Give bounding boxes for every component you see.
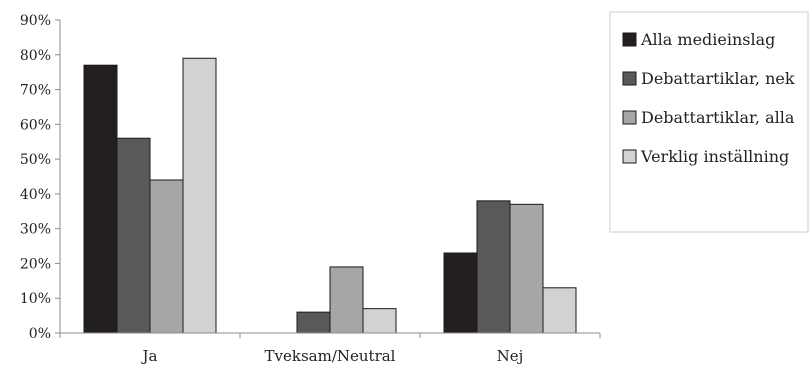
- legend-label: Alla medieinslag: [640, 30, 775, 49]
- bar: [443, 252, 478, 334]
- legend-label: Verklig inställning: [640, 147, 789, 166]
- legend-swatch: [622, 32, 637, 47]
- bar: [296, 311, 331, 334]
- x-category-label: Tveksam/Neutral: [265, 347, 396, 365]
- x-category-label: Nej: [497, 347, 524, 365]
- legend-label: Debattartiklar, nek: [641, 69, 795, 88]
- y-axis: 0% 10% 20% 30% 40% 50% 60% 70% 80% 90%: [20, 13, 61, 342]
- y-tick-label: 70%: [20, 83, 51, 99]
- y-tick-label: 90%: [20, 13, 51, 29]
- y-tick-label: 10%: [20, 291, 51, 307]
- legend-swatch: [622, 149, 637, 164]
- legend-swatch: [622, 110, 637, 125]
- legend-frame: [609, 11, 809, 233]
- bar: [116, 137, 151, 334]
- bar: [329, 266, 364, 334]
- y-tick-label: 80%: [20, 48, 51, 64]
- y-tick-label: 40%: [20, 187, 51, 203]
- bar: [362, 308, 397, 334]
- x-category-label: Ja: [141, 347, 158, 365]
- bar: [509, 203, 544, 334]
- y-tick-label: 30%: [20, 222, 51, 238]
- bar: [83, 64, 118, 334]
- y-tick-label: 60%: [20, 117, 51, 133]
- legend-swatch: [622, 71, 637, 86]
- bar: [149, 179, 184, 334]
- bar: [542, 287, 577, 334]
- x-axis: Ja Tveksam/Neutral Nej: [59, 332, 601, 365]
- bar: [476, 200, 511, 334]
- bars: [83, 57, 577, 334]
- y-tick-label: 50%: [20, 152, 51, 168]
- legend: Alla medieinslag Debattartiklar, nek Debat…: [609, 11, 809, 233]
- y-tick-label: 0%: [29, 326, 51, 342]
- y-tick-label: 20%: [20, 256, 51, 272]
- legend-label: Debattartiklar, alla: [641, 108, 795, 127]
- bar: [182, 57, 217, 334]
